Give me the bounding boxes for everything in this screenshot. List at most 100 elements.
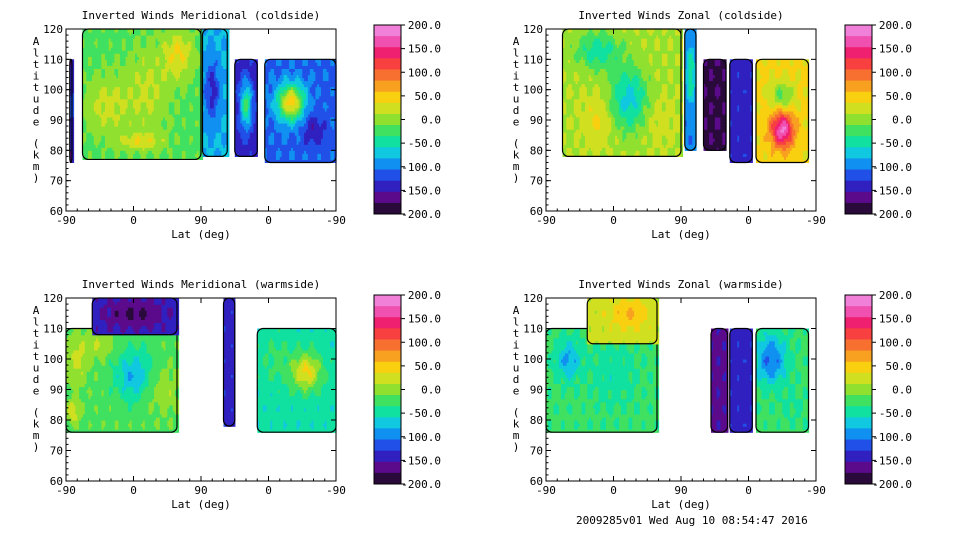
contour-region: [561, 28, 684, 158]
colorbar-swatch: [374, 47, 401, 59]
colorbar: 200.0 150.0 100.0 50.0 0.0 -50.0 -100.0 -150.0 -…: [844, 19, 912, 221]
contour-region: [264, 58, 337, 164]
colorbar-swatch: [374, 25, 401, 37]
colorbar-swatch: [374, 36, 401, 48]
y-tick-label: 120: [43, 23, 63, 36]
x-tick-label: 0: [265, 484, 272, 497]
x-tick-label: 0: [610, 214, 617, 227]
colorbar-swatch: [845, 202, 872, 215]
contour-region: [91, 297, 180, 336]
colorbar-tick-label: -150.0: [872, 184, 912, 197]
y-tick-label: 100: [43, 353, 63, 366]
y-tick-label: 70: [530, 175, 543, 188]
colorbar-swatch: [374, 372, 401, 385]
x-tick-label: 0: [745, 484, 752, 497]
colorbar-tick-label: 0.0: [892, 384, 912, 397]
footer-timestamp: 2009285v01 Wed Aug 10 08:54:47 2016: [576, 514, 808, 527]
colorbar-swatch: [845, 472, 872, 485]
y-tick-label: 60: [50, 205, 63, 218]
colorbar-tick-label: -50.0: [408, 407, 441, 420]
colorbar: 200.0 150.0 100.0 50.0 0.0 -50.0 -100.0 -150.0 -…: [844, 289, 912, 491]
y-tick-label: 110: [43, 53, 63, 66]
colorbar-swatch: [374, 147, 401, 159]
colorbar-swatch: [845, 461, 872, 474]
chart-title: Inverted Winds Zonal (warmside): [578, 278, 783, 291]
y-tick-label: 120: [43, 292, 63, 305]
contour-region: [755, 58, 810, 164]
contour-outline: [755, 327, 810, 433]
x-tick-label: 0: [265, 214, 272, 227]
colorbar-tick-label: 200.0: [408, 289, 441, 302]
y-tick-label: 120: [523, 23, 543, 36]
x-tick-label: 0: [610, 484, 617, 497]
x-tick-label: 0: [130, 214, 137, 227]
colorbar-swatch: [845, 169, 872, 182]
contour-region: [81, 28, 204, 161]
colorbar-swatch: [374, 395, 401, 407]
colorbar-swatch: [845, 147, 872, 159]
colorbar-swatch: [845, 69, 872, 82]
contour-outline: [755, 58, 810, 164]
x-tick-label: -90: [806, 484, 826, 497]
colorbar: 200.0 150.0 100.0 50.0 0.0 -50.0 -100.0 -150.0 -…: [373, 19, 441, 221]
colorbar-swatch: [374, 125, 401, 137]
colorbar-tick-label: -200.0: [872, 208, 912, 221]
colorbar-swatch: [845, 361, 872, 374]
y-tick-label: 70: [50, 175, 63, 188]
colorbar-swatch: [845, 36, 872, 48]
colorbar-tick-label: 150.0: [879, 43, 912, 56]
colorbar-swatch: [845, 395, 872, 407]
colorbar-swatch: [374, 339, 401, 352]
y-tick-label: 110: [43, 323, 63, 336]
colorbar-swatch: [845, 428, 872, 441]
x-tick-label: -90: [56, 214, 76, 227]
colorbar-tick-label: 200.0: [408, 19, 441, 32]
colorbar-tick-label: -150.0: [401, 184, 441, 197]
colorbar-tick-label: -150.0: [872, 454, 912, 467]
y-tick-label: 70: [50, 445, 63, 458]
colorbar-swatch: [845, 439, 872, 452]
contour-region: [702, 58, 727, 151]
x-axis-label: Lat (deg): [171, 228, 231, 241]
colorbar-swatch: [845, 306, 872, 318]
colorbar-swatch: [374, 472, 401, 485]
x-tick-label: -90: [326, 214, 346, 227]
contour-field: [69, 28, 337, 164]
colorbar-swatch: [845, 339, 872, 352]
y-tick-label: 100: [523, 353, 543, 366]
colorbar-swatch: [374, 383, 401, 396]
y-tick-label: 110: [523, 323, 543, 336]
colorbar-swatch: [845, 80, 872, 93]
x-tick-label: 90: [194, 484, 207, 497]
colorbar-swatch: [374, 113, 401, 126]
colorbar-swatch: [374, 428, 401, 441]
colorbar-swatch: [845, 125, 872, 137]
colorbar-tick-label: 100.0: [879, 336, 912, 349]
colorbar-swatch: [374, 417, 401, 429]
contour-outline: [729, 327, 753, 433]
x-tick-label: -90: [536, 484, 556, 497]
colorbar-swatch: [845, 406, 872, 418]
colorbar-swatch: [845, 350, 872, 363]
colorbar-tick-label: 100.0: [408, 336, 441, 349]
colorbar-swatch: [374, 180, 401, 193]
colorbar-tick-label: -200.0: [872, 478, 912, 491]
colorbar-swatch: [374, 461, 401, 474]
colorbar-swatch: [374, 169, 401, 182]
y-tick-label: 60: [50, 475, 63, 488]
x-tick-label: 0: [745, 214, 752, 227]
colorbar-swatch: [374, 439, 401, 452]
colorbar-swatch: [374, 350, 401, 363]
contour-region: [65, 327, 180, 433]
colorbar-swatch: [374, 295, 401, 307]
colorbar-swatch: [845, 328, 872, 340]
y-tick-label: 60: [530, 205, 543, 218]
x-tick-label: 90: [674, 484, 687, 497]
colorbar-swatch: [845, 417, 872, 429]
y-tick-label: 70: [530, 445, 543, 458]
contour-field: [545, 297, 810, 433]
contour-region: [234, 58, 258, 157]
colorbar-tick-label: 0.0: [892, 114, 912, 127]
colorbar-swatch: [374, 136, 401, 148]
